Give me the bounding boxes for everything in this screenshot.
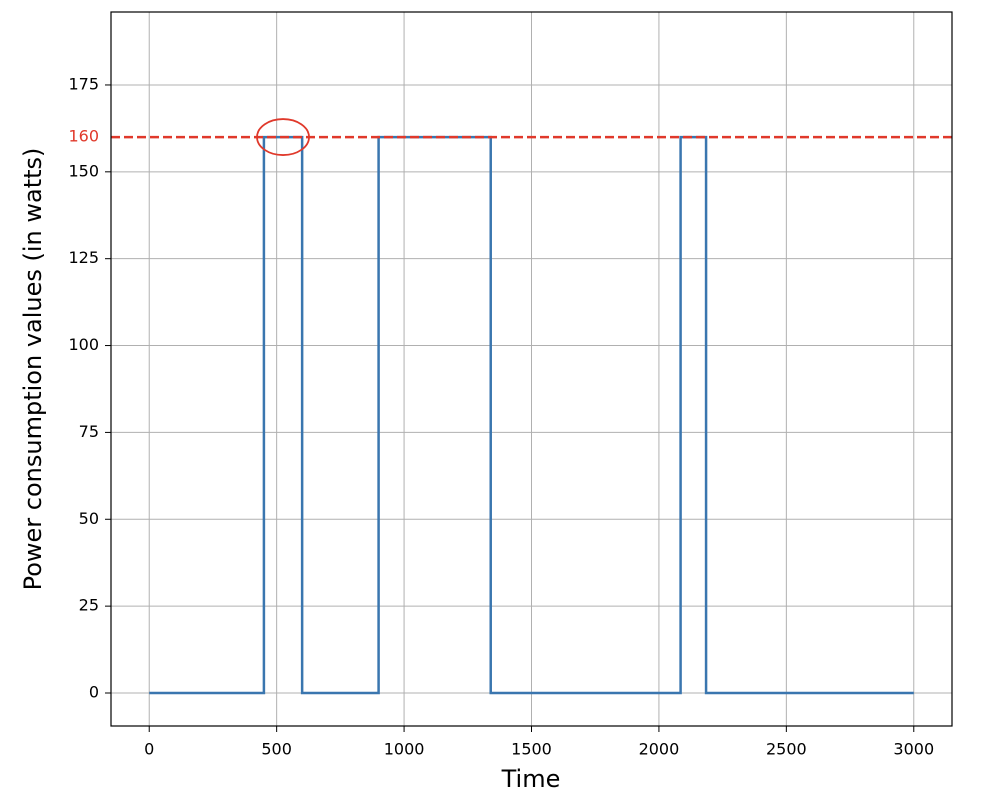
y-tick-label: 150 — [68, 161, 99, 180]
plot-frame — [110, 11, 953, 727]
x-tick-label: 2000 — [639, 740, 680, 759]
x-tick-label: 1500 — [511, 740, 552, 759]
x-tick-label: 2500 — [766, 740, 807, 759]
x-tick-label: 3000 — [893, 740, 934, 759]
y-tick-label: 25 — [79, 596, 99, 615]
x-tick-label: 0 — [144, 740, 154, 759]
x-axis-label: Time — [501, 765, 561, 793]
y-tick-label: 100 — [68, 335, 99, 354]
threshold-label: 160 — [68, 127, 99, 146]
x-tick-label: 1000 — [384, 740, 425, 759]
y-tick-label: 0 — [89, 682, 99, 701]
y-tick-label: 75 — [79, 422, 99, 441]
y-axis-label: Power consumption values (in watts) — [19, 148, 47, 591]
y-tick-label: 125 — [68, 248, 99, 267]
highlight-ellipse — [256, 118, 310, 156]
x-tick-label: 500 — [261, 740, 292, 759]
y-tick-label: 175 — [68, 74, 99, 93]
y-tick-label: 50 — [79, 509, 99, 528]
